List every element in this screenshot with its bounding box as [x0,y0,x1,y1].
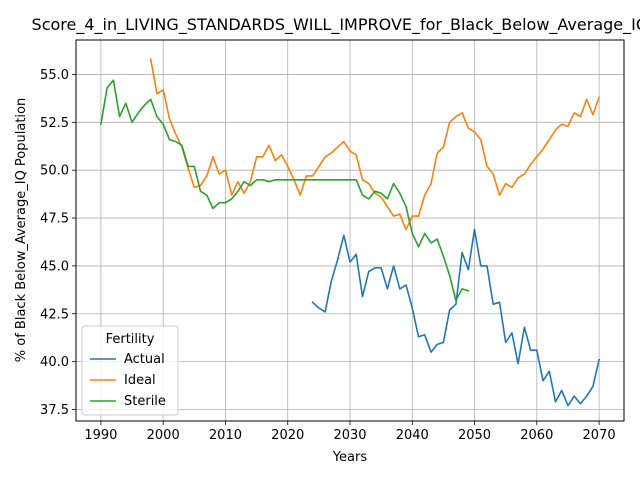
x-tick-label: 2060 [520,428,553,443]
y-tick-label: 50.0 [40,164,69,179]
legend-title: Fertility [106,332,155,347]
series-line-actual [311,228,601,407]
y-tick-label: 52.5 [40,116,69,131]
legend-label-ideal: Ideal [124,373,156,388]
x-axis: 1990 2000 2010 2020 2030 2040 2050 2060 2070 [84,421,616,443]
series-line-ideal [149,58,601,231]
x-tick-label: 2050 [458,428,491,443]
series-layer [99,58,601,407]
x-tick-label: 2010 [209,428,242,443]
x-tick-label: 2070 [583,428,616,443]
x-tick-label: 2020 [271,428,304,443]
x-tick-label: 2030 [333,428,366,443]
x-axis-label: Years [332,450,368,465]
x-tick-label: 2000 [147,428,180,443]
legend: Fertility Actual Ideal Sterile [81,325,179,416]
y-tick-label: 42.5 [40,307,69,322]
y-tick-label: 37.5 [40,403,69,418]
y-tick-label: 45.0 [40,259,69,274]
legend-label-sterile: Sterile [124,394,166,409]
x-tick-label: 2040 [396,428,429,443]
legend-box [81,325,179,416]
y-tick-label: 47.5 [40,212,69,227]
y-axis-label: % of Black Below_Average_IQ Population [14,98,29,362]
legend-items: Actual Ideal Sterile [90,352,166,409]
chart-title: Score_4_in_LIVING_STANDARDS_WILL_IMPROVE… [32,15,640,35]
y-tick-label: 55.0 [40,68,69,83]
y-axis: 37.5 40.0 42.5 45.0 47.5 50.0 52.5 55.0 [40,68,76,418]
series-line-sterile [99,79,470,302]
y-tick-label: 40.0 [40,355,69,370]
x-tick-label: 1990 [84,428,117,443]
legend-label-actual: Actual [124,352,165,367]
grid [76,40,624,421]
